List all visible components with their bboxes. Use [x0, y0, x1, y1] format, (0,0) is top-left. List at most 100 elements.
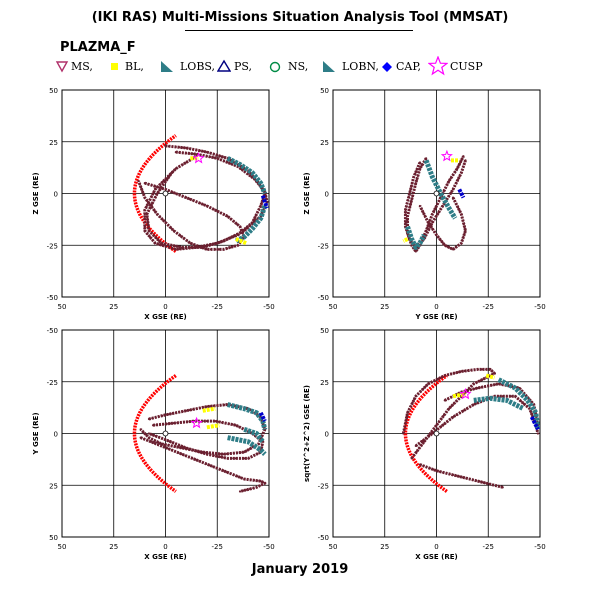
orbit-point [232, 473, 235, 476]
region-segment-lob [405, 225, 427, 250]
orbit-point [158, 423, 162, 426]
orbit-point [420, 164, 424, 167]
orbit-point [460, 242, 463, 245]
x-tick-label: 25 [380, 543, 389, 551]
orbit-point [223, 156, 226, 159]
orbit-point [151, 433, 154, 436]
orbit-point [455, 203, 458, 206]
region-segment-bl [235, 237, 247, 246]
orbit-point [174, 145, 177, 149]
orbit-point [227, 422, 231, 425]
orbit-point [432, 468, 435, 471]
orbit-point [153, 442, 156, 445]
orbit-point [245, 449, 249, 452]
orbit-point [192, 408, 195, 411]
plot-area [132, 134, 269, 253]
region-segment-lob [226, 402, 268, 430]
orbit-point [528, 407, 531, 410]
orbit-point [195, 153, 198, 156]
orbit-point [408, 205, 412, 208]
orbit-point [417, 164, 420, 168]
orbit-point [205, 248, 208, 251]
cusp-marker [192, 151, 205, 164]
orbit-point [408, 208, 411, 211]
orbit-point [446, 183, 449, 186]
orbit-point [171, 191, 174, 194]
orbit-point [458, 175, 461, 178]
orbit-point [473, 387, 476, 390]
orbit-point [404, 217, 407, 220]
y-tick-label: 25 [320, 139, 329, 147]
orbit-point [174, 248, 177, 251]
orbit-point [483, 385, 486, 388]
orbit-point [490, 384, 493, 387]
orbit-point [238, 490, 242, 493]
orbit-point [189, 246, 192, 249]
orbit-point [194, 458, 197, 461]
orbit-point [146, 439, 149, 442]
orbit-point [498, 485, 501, 488]
orbit-point [406, 199, 410, 202]
orbit-point [151, 238, 154, 242]
cusp-marker [459, 387, 472, 400]
orbit-point [198, 460, 201, 463]
x-tick-label: -25 [212, 543, 223, 551]
orbit-point [148, 198, 152, 201]
orbit-point [236, 233, 239, 236]
orbit-point [193, 246, 196, 249]
orbit-point [501, 395, 504, 398]
y-tick-label: 50 [49, 87, 58, 95]
orbit-point [450, 395, 453, 399]
orbit-point [181, 410, 184, 413]
orbit-point [192, 148, 195, 151]
orbit-point [187, 455, 191, 459]
orbit-point [485, 368, 488, 371]
orbit-point [154, 439, 157, 442]
orbit-point [491, 370, 494, 373]
orbit-point [261, 481, 264, 484]
orbit-point [152, 191, 155, 194]
orbit-point [236, 451, 239, 454]
orbit-point [457, 244, 460, 247]
x-tick-label: -50 [263, 543, 274, 551]
orbit-point [146, 199, 149, 203]
orbit-point [205, 453, 208, 456]
orbit-point [137, 179, 140, 183]
orbit-point [408, 408, 411, 411]
orbit-point [422, 440, 426, 443]
orbit-point [154, 195, 157, 199]
orbit-point [167, 246, 171, 249]
orbit-point [218, 248, 221, 251]
x-tick-label: -50 [534, 543, 545, 551]
orbit-point [425, 465, 428, 469]
orbit-point [432, 427, 436, 430]
orbit-point [202, 203, 205, 206]
orbit-point [236, 475, 239, 478]
orbit-point [201, 419, 204, 423]
orbit-point [470, 369, 473, 372]
orbit-point [446, 245, 449, 248]
orbit-point [516, 397, 520, 400]
orbit-point [462, 235, 465, 239]
orbit-point [455, 181, 458, 184]
orbit-point [439, 238, 442, 242]
orbit-point [433, 218, 436, 221]
orbit-point [238, 225, 242, 228]
orbit-point [433, 379, 436, 382]
orbit-point [409, 189, 412, 192]
orbit-point [450, 405, 453, 408]
orbit-point [263, 482, 266, 485]
orbit-point [176, 421, 179, 424]
orbit-point [252, 218, 256, 221]
x-tick-label: -25 [483, 303, 494, 311]
orbit-point [501, 486, 504, 489]
orbit-point [160, 242, 163, 245]
orbit-point [445, 410, 448, 414]
orbit-point [215, 242, 218, 245]
orbit-point [252, 479, 256, 482]
orbit-point [205, 204, 208, 208]
orbit-point [406, 215, 409, 218]
orbit-point [514, 395, 517, 398]
orbit-point [461, 157, 464, 160]
orbit-point [225, 471, 229, 474]
